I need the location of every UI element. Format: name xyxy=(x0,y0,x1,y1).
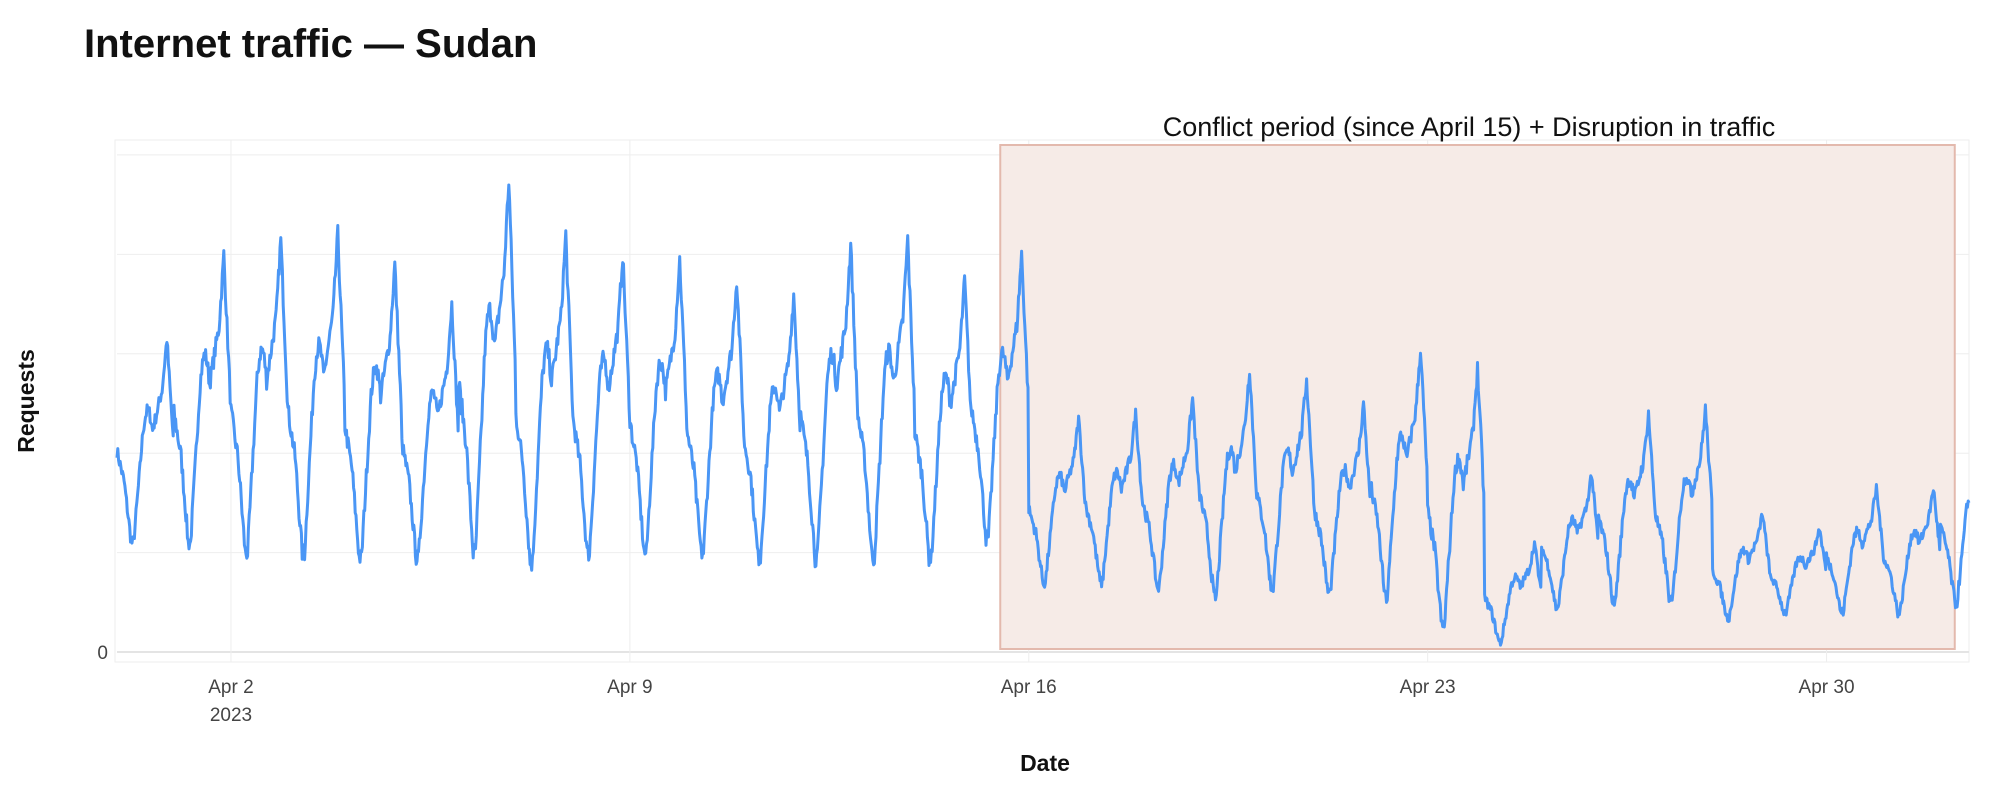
series-line xyxy=(115,183,1971,647)
x-tick-label: Apr 30 xyxy=(1799,677,1855,698)
axis-layer: Apr 2 2023 Apr 9 Apr 16 Apr 23 Apr 30 0 xyxy=(97,643,1854,726)
x-tick-label: Apr 2 xyxy=(208,677,253,698)
series-layer xyxy=(115,183,1971,647)
x-tick-sublabel: 2023 xyxy=(210,705,252,726)
chart-title: Internet traffic — Sudan xyxy=(84,22,538,66)
x-tick-label: Apr 23 xyxy=(1400,677,1456,698)
y-axis-title: Requests xyxy=(13,349,39,453)
x-tick-label: Apr 9 xyxy=(607,677,652,698)
x-axis-title: Date xyxy=(1020,750,1070,776)
x-tick-label: Apr 16 xyxy=(1001,677,1057,698)
annotation-label: Conflict period (since April 15) + Disru… xyxy=(1163,112,1776,142)
y-tick-label: 0 xyxy=(97,643,108,664)
